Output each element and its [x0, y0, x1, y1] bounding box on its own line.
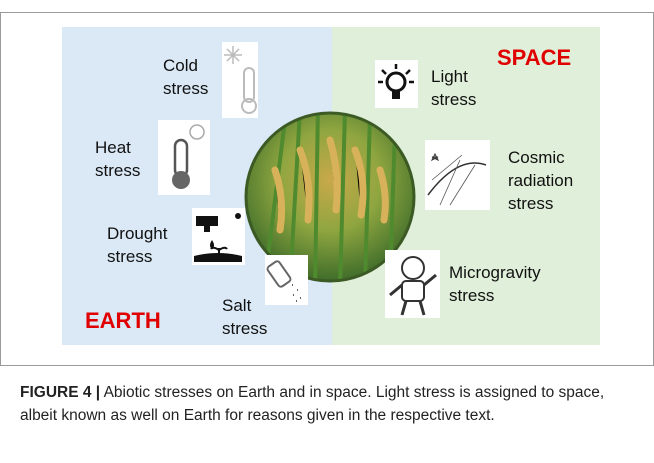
- stress-label: Microgravity: [449, 263, 541, 282]
- stress-label: Cosmic: [508, 148, 565, 167]
- caption-text: Abiotic stresses on Earth and in space. …: [20, 384, 604, 424]
- stress-label: stress: [508, 194, 553, 213]
- stress-label: Cold: [163, 56, 198, 75]
- cosmic-icon: [425, 140, 490, 210]
- microgravity-icon: [385, 250, 440, 318]
- heat-icon: [158, 120, 210, 195]
- salt-icon: [265, 255, 308, 305]
- stress-label: stress: [107, 247, 152, 266]
- stress-label: stress: [222, 319, 267, 338]
- cold-icon: [222, 42, 258, 118]
- stress-label: radiation: [508, 171, 573, 190]
- earth-title: EARTH: [85, 308, 161, 333]
- page: {"figure": { "earth": {"title": "EARTH",…: [0, 0, 654, 463]
- light-icon: [375, 60, 418, 108]
- caption-label: FIGURE 4 |: [20, 384, 100, 401]
- stress-label: Salt: [222, 296, 252, 315]
- space-title: SPACE: [497, 45, 571, 70]
- stress-label: stress: [449, 286, 494, 305]
- stress-label: Drought: [107, 224, 168, 243]
- stress-label: stress: [431, 90, 476, 109]
- stress-label: Heat: [95, 138, 131, 157]
- stress-label: stress: [95, 161, 140, 180]
- stress-label: Light: [431, 67, 468, 86]
- drought-icon: [192, 208, 245, 265]
- stress-label: stress: [163, 79, 208, 98]
- caption: FIGURE 4 | Abiotic stresses on Earth and…: [20, 381, 635, 427]
